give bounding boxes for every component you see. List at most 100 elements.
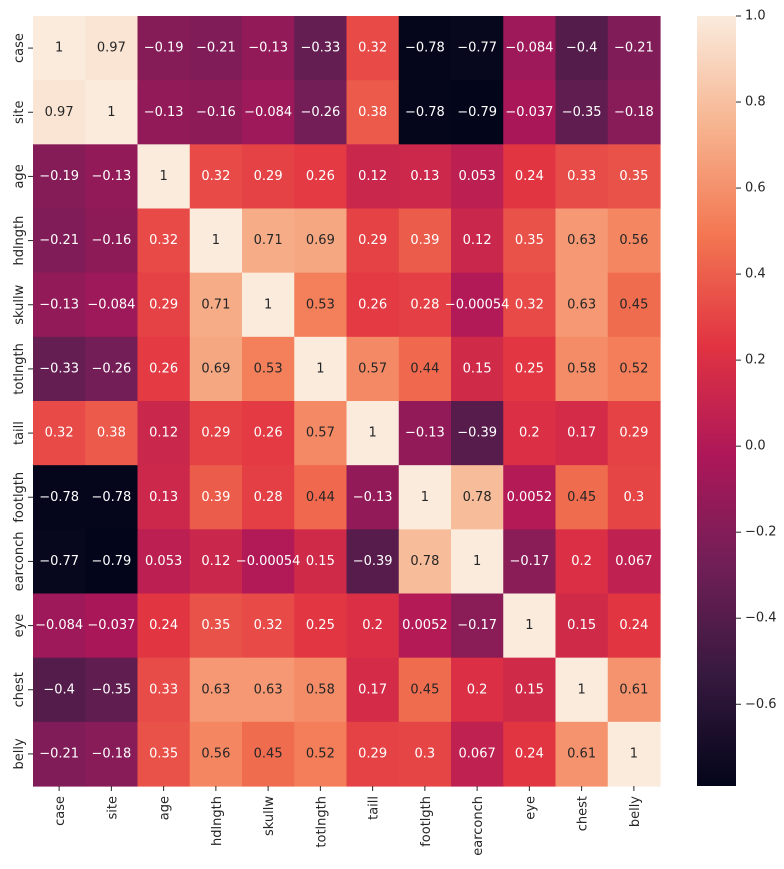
heatmap-cell-chest-chest — [555, 657, 609, 723]
colorbar-tick-label-2: −0.2 — [745, 525, 777, 540]
heatmap-cell-age-skullw — [242, 144, 295, 210]
cell-label-totlngth-age: 0.26 — [149, 361, 178, 376]
cell-label-site-taill: 0.38 — [358, 105, 387, 120]
heatmap-cell-skullw-footlgth — [398, 272, 452, 338]
heatmap-cell-earconch-chest — [555, 529, 609, 595]
cell-label-footlgth-chest: 0.45 — [567, 490, 596, 505]
heatmap-cell-footlgth-case — [33, 465, 86, 530]
heatmap-cell-earconch-eye — [503, 529, 557, 595]
heatmap-cell-case-footlgth — [398, 16, 452, 81]
cell-label-earconch-taill: −0.39 — [353, 554, 393, 569]
cell-label-footlgth-earconch: 0.78 — [463, 490, 492, 505]
cell-label-case-earconch: −0.77 — [457, 41, 497, 56]
heatmap-cell-age-hdlngth — [189, 144, 243, 210]
heatmap-cell-hdlngth-eye — [503, 208, 557, 274]
heatmap-cell-totlngth-site — [85, 336, 139, 402]
heatmap-cell-chest-site — [85, 657, 139, 723]
heatmap-cell-chest-totlngth — [294, 657, 348, 723]
heatmap-cell-earconch-age — [137, 529, 191, 595]
cell-label-site-age: −0.13 — [144, 105, 184, 120]
cell-label-age-skullw: 0.29 — [254, 169, 283, 184]
cell-label-age-footlgth: 0.13 — [410, 169, 439, 184]
cell-label-skullw-case: −0.13 — [39, 297, 79, 312]
heatmap-cell-belly-eye — [503, 721, 557, 787]
heatmap-cell-footlgth-site — [85, 465, 139, 530]
heatmap-cell-site-hdlngth — [189, 80, 243, 145]
heatmap-cell-footlgth-footlgth — [398, 465, 452, 530]
x-tick-label-chest: chest — [576, 796, 591, 831]
cell-label-chest-age: 0.33 — [149, 682, 178, 697]
cell-label-eye-earconch: −0.17 — [457, 618, 497, 633]
colorbar: −0.6 −0.4 −0.2 0.0 0.2 0.4 0.6 0.8 1.0 — [697, 9, 777, 786]
heatmap-cell-totlngth-skullw — [242, 336, 295, 402]
heatmap-cell-site-footlgth — [398, 80, 452, 145]
cell-label-chest-site: −0.35 — [91, 682, 131, 697]
cell-label-skullw-footlgth: 0.28 — [410, 297, 439, 312]
cell-label-taill-age: 0.12 — [149, 426, 178, 441]
heatmap-cell-eye-site — [85, 593, 139, 659]
heatmap-cell-belly-footlgth — [398, 721, 452, 787]
cell-label-eye-skullw: 0.32 — [254, 618, 283, 633]
heatmap-cell-earconch-case — [33, 529, 86, 595]
colorbar-tick-label-1: −0.4 — [745, 611, 777, 626]
cell-label-age-site: −0.13 — [91, 169, 131, 184]
cell-label-totlngth-site: −0.26 — [91, 361, 131, 376]
cell-label-earconch-earconch: 1 — [473, 554, 481, 569]
heatmap-cell-site-case — [33, 80, 86, 145]
heatmap-cell-taill-case — [33, 401, 86, 466]
cell-label-skullw-age: 0.29 — [149, 297, 178, 312]
heatmap-cell-age-earconch — [451, 144, 504, 210]
heatmap-cell-eye-taill — [346, 593, 400, 659]
colorbar-tick-label-3: 0.0 — [745, 439, 766, 454]
heatmap-cell-hdlngth-footlgth — [398, 208, 452, 274]
heatmap-cell-site-age — [137, 80, 191, 145]
cell-label-earconch-site: −0.79 — [91, 554, 131, 569]
cell-label-totlngth-skullw: 0.53 — [254, 361, 283, 376]
cell-label-chest-hdlngth: 0.63 — [201, 682, 230, 697]
cell-label-belly-footlgth: 0.3 — [415, 746, 436, 761]
heatmap-cell-case-case — [33, 16, 86, 81]
heatmap-cell-site-earconch — [451, 80, 504, 145]
heatmap-cell-footlgth-age — [137, 465, 191, 530]
heatmap-cell-eye-totlngth — [294, 593, 348, 659]
heatmap-cell-earconch-site — [85, 529, 139, 595]
y-tick-label-skullw: skullw — [12, 284, 27, 324]
heatmap-cell-earconch-totlngth — [294, 529, 348, 595]
y-tick-label-eye: eye — [12, 614, 27, 638]
heatmap-cell-taill-age — [137, 401, 191, 466]
heatmap-cell-chest-eye — [503, 657, 557, 723]
cell-label-case-taill: 0.32 — [358, 41, 387, 56]
cell-label-case-belly: −0.21 — [614, 41, 654, 56]
heatmap-cell-hdlngth-earconch — [451, 208, 504, 274]
heatmap-cell-taill-totlngth — [294, 401, 348, 466]
cell-label-totlngth-belly: 0.52 — [619, 361, 648, 376]
heatmap-cell-skullw-totlngth — [294, 272, 348, 338]
cell-label-belly-eye: 0.24 — [515, 746, 544, 761]
heatmap-cell-age-footlgth — [398, 144, 452, 210]
cell-label-taill-hdlngth: 0.29 — [201, 426, 230, 441]
heatmap-cell-skullw-eye — [503, 272, 557, 338]
heatmap-cell-footlgth-taill — [346, 465, 400, 530]
heatmap-cell-hdlngth-age — [137, 208, 191, 274]
heatmap-cell-belly-earconch — [451, 721, 504, 787]
cell-label-site-case: 0.97 — [45, 105, 74, 120]
cell-label-skullw-taill: 0.26 — [358, 297, 387, 312]
heatmap-annotations: 1 0.97 −0.19 −0.21 −0.13 −0.33 0.32 −0.78 −0.77−… — [35, 41, 654, 762]
cell-label-eye-hdlngth: 0.35 — [201, 618, 230, 633]
cell-label-skullw-eye: 0.32 — [515, 297, 544, 312]
x-tick-label-site: site — [105, 796, 120, 819]
cell-label-taill-skullw: 0.26 — [254, 426, 283, 441]
heatmap-cell-age-taill — [346, 144, 400, 210]
cell-label-belly-hdlngth: 0.56 — [201, 746, 230, 761]
heatmap-cell-skullw-hdlngth — [189, 272, 243, 338]
heatmap-cell-totlngth-totlngth — [294, 336, 348, 402]
cell-label-footlgth-skullw: 0.28 — [254, 490, 283, 505]
heatmap-cell-hdlngth-site — [85, 208, 139, 274]
heatmap-cell-taill-skullw — [242, 401, 295, 466]
cell-label-taill-eye: 0.2 — [519, 426, 540, 441]
heatmap-cell-site-eye — [503, 80, 557, 145]
heatmap-cell-footlgth-belly — [607, 465, 661, 530]
heatmap-cell-eye-skullw — [242, 593, 295, 659]
y-tick-label-taill: taill — [12, 421, 27, 445]
